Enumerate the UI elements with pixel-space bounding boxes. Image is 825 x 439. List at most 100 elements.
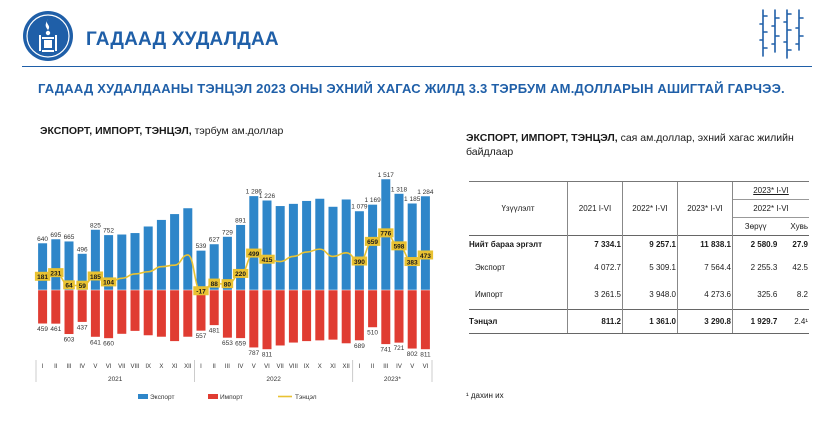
month-tick-label: XII <box>184 364 192 370</box>
export-value-label: 1 318 <box>391 186 408 193</box>
balance-value-box <box>63 280 75 290</box>
export-bar <box>130 233 140 290</box>
legend-import-label: Импорт <box>220 394 243 401</box>
month-tick-label: IX <box>145 364 151 370</box>
balance-value-label: 499 <box>248 251 259 258</box>
chart-title-bold: ЭКСПОРТ, ИМПОРТ, ТЭНЦЭЛ, <box>40 125 192 137</box>
legend-export-swatch <box>138 394 148 399</box>
balance-value-label: 80 <box>224 281 232 288</box>
cell-2022: 5 309.1 <box>622 253 678 281</box>
month-tick-label: IV <box>79 364 85 370</box>
import-bar <box>262 290 272 350</box>
export-value-label: 665 <box>64 234 75 241</box>
table-footnote: ¹ дахин их <box>466 391 504 400</box>
import-bar <box>196 290 206 331</box>
header-2021: 2021 I-VI <box>567 181 623 236</box>
import-bar <box>222 290 232 338</box>
import-bar <box>130 290 140 331</box>
balance-value-box <box>193 286 209 296</box>
import-bar <box>209 290 219 326</box>
export-bar <box>354 211 364 290</box>
export-bar <box>156 219 166 290</box>
import-value-label: 811 <box>262 352 273 359</box>
export-bar <box>262 200 272 290</box>
export-bar <box>302 200 312 290</box>
balance-value-box <box>48 268 64 278</box>
balance-value-label: 383 <box>407 259 418 266</box>
month-tick-label: VIII <box>130 364 139 370</box>
month-tick-label: VIII <box>289 364 298 370</box>
cell-2022: 9 257.1 <box>622 235 678 253</box>
table-title: ЭКСПОРТ, ИМПОРТ, ТЭНЦЭЛ, сая ам.доллар, … <box>466 131 806 159</box>
export-bar <box>341 199 351 290</box>
balance-value-box <box>34 271 51 281</box>
import-value-label: 741 <box>380 347 391 354</box>
export-value-label: 1 284 <box>417 189 434 196</box>
month-tick-label: VI <box>264 364 270 370</box>
balance-value-box <box>232 268 249 278</box>
import-bar <box>328 290 338 340</box>
cell-2023: 4 273.6 <box>677 281 733 309</box>
month-tick-label: V <box>252 364 256 370</box>
balance-value-label: 473 <box>420 253 431 260</box>
import-value-label: 802 <box>407 351 418 358</box>
cell-pct: 8.2 <box>796 290 808 300</box>
import-value-label: 659 <box>235 341 246 348</box>
export-bar <box>183 208 193 290</box>
import-bar <box>38 290 48 324</box>
import-value-label: 689 <box>354 343 365 350</box>
month-tick-label: IV <box>238 364 244 370</box>
import-bar <box>64 290 74 335</box>
balance-value-label: 64 <box>65 283 73 290</box>
export-bar <box>209 244 219 290</box>
import-value-label: 653 <box>222 340 233 347</box>
export-bar <box>288 203 298 290</box>
month-tick-label: III <box>383 364 388 370</box>
export-bar <box>64 241 74 290</box>
month-tick-label: VII <box>118 364 126 370</box>
balance-value-box <box>100 277 117 287</box>
header-group-mid: 2022* I-VI <box>732 199 809 218</box>
headline: ГАДААД ХУДАЛДААНЫ ТЭНЦЭЛ 2023 ОНЫ ЭХНИЙ … <box>38 81 785 96</box>
import-value-label: 641 <box>90 339 101 346</box>
import-bar <box>302 290 312 342</box>
export-bar <box>143 226 153 290</box>
balance-value-label: 415 <box>262 257 273 264</box>
import-value-label: 437 <box>77 324 88 331</box>
import-bar <box>381 290 391 345</box>
legend-import-swatch <box>208 394 218 399</box>
import-bar <box>236 290 246 339</box>
trade-table: Үзүүлэлт 2021 I-VI 2022* I-VI 2023* I-VI… <box>469 181 809 334</box>
month-tick-label: III <box>66 364 71 370</box>
import-value-label: 721 <box>394 345 405 352</box>
month-tick-label: I <box>200 364 202 370</box>
month-tick-label: X <box>318 364 322 370</box>
month-tick-label: III <box>225 364 230 370</box>
month-tick-label: II <box>213 364 217 370</box>
cell-2021: 811.2 <box>567 308 623 334</box>
month-tick-label: XI <box>330 364 336 370</box>
table-header-row-1: Үзүүлэлт 2021 I-VI 2022* I-VI 2023* I-VI… <box>469 181 809 236</box>
balance-value-label: -17 <box>196 289 206 296</box>
balance-value-label: 181 <box>37 274 48 281</box>
page-title: ГАДААД ХУДАЛДАА <box>86 29 279 50</box>
export-bar <box>368 204 378 290</box>
export-value-label: 496 <box>77 246 88 253</box>
import-bar <box>354 290 364 341</box>
legend-export-label: Экспорт <box>150 394 174 401</box>
import-bar <box>170 290 180 342</box>
cell-2023: 11 838.1 <box>677 235 733 253</box>
balance-value-label: 659 <box>367 239 378 246</box>
year-label: 2022 <box>266 376 281 383</box>
cell-pct: 27.9 <box>778 235 809 253</box>
trade-chart: 640 459 181 695 461 231 665 603 64 496 437 59 825 641… <box>34 172 434 401</box>
month-tick-label: VI <box>423 364 429 370</box>
balance-value-box <box>76 280 88 290</box>
import-bar <box>117 290 127 334</box>
export-value-label: 1 517 <box>378 172 395 179</box>
export-value-label: 539 <box>196 243 207 250</box>
export-bar <box>117 234 127 290</box>
import-bar <box>77 290 87 322</box>
export-bar <box>90 229 100 290</box>
month-tick-label: V <box>410 364 414 370</box>
